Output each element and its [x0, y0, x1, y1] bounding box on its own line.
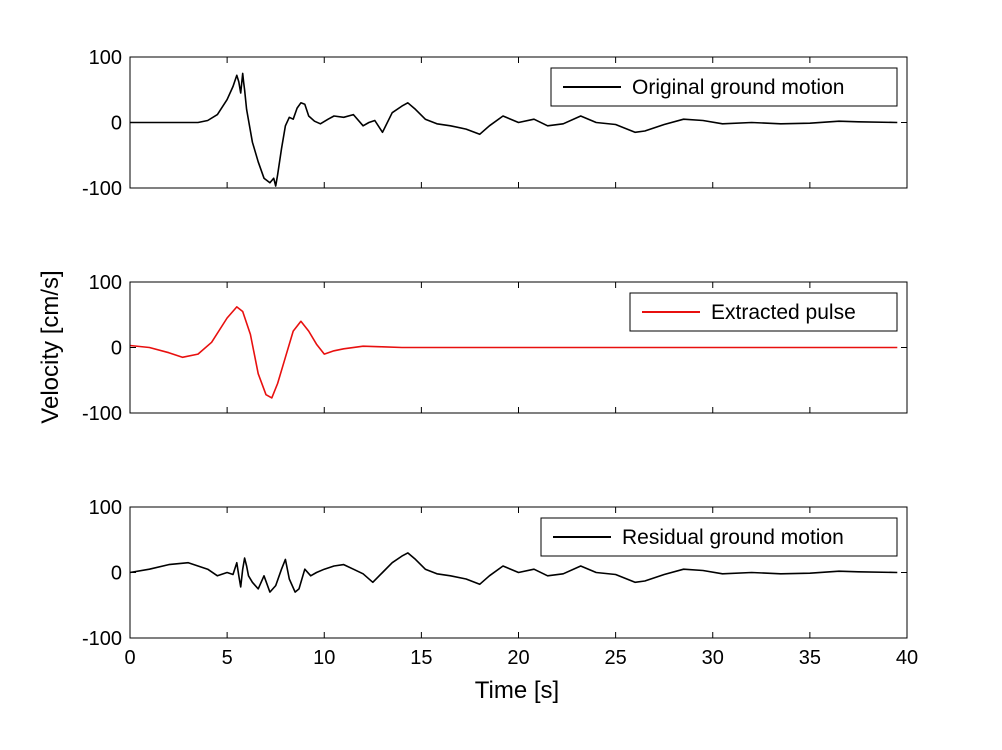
x-tick-label: 5 — [222, 647, 233, 669]
panel-2: 100 0 -100 Extracted pulse — [82, 272, 908, 425]
x-axis-title: Time [s] — [475, 677, 559, 704]
legend: Original ground motion — [550, 67, 898, 107]
panel-1: 100 0 -100 Original ground motion — [82, 47, 908, 200]
legend-label: Extracted pulse — [711, 301, 856, 324]
y-tick-label: 100 — [89, 497, 122, 519]
y-tick-label: -100 — [82, 178, 122, 200]
x-tick-label: 0 — [124, 647, 135, 669]
legend-label: Residual ground motion — [622, 526, 844, 549]
y-axis-title: Velocity [cm/s] — [37, 270, 64, 423]
y-tick-label: 0 — [111, 563, 122, 585]
x-tick-label: 30 — [702, 647, 724, 669]
y-tick-label: 100 — [89, 47, 122, 69]
x-tick-label: 10 — [313, 647, 335, 669]
legend: Extracted pulse — [629, 292, 898, 332]
y-tick-label: -100 — [82, 403, 122, 425]
x-tick-label: 20 — [507, 647, 529, 669]
y-tick-label: 0 — [111, 113, 122, 135]
y-tick-label: 0 — [111, 338, 122, 360]
series-line-1 — [130, 72, 898, 187]
y-tick-label: -100 — [82, 628, 122, 650]
x-tick-label: 35 — [799, 647, 821, 669]
series-line-3 — [129, 552, 898, 593]
series-line-2 — [129, 306, 898, 399]
y-tick-label: 100 — [89, 272, 122, 294]
x-tick-label: 40 — [896, 647, 918, 669]
x-tick-label: 25 — [605, 647, 627, 669]
legend-label: Original ground motion — [632, 76, 844, 99]
x-tick-label: 15 — [410, 647, 432, 669]
legend: Residual ground motion — [540, 517, 898, 557]
